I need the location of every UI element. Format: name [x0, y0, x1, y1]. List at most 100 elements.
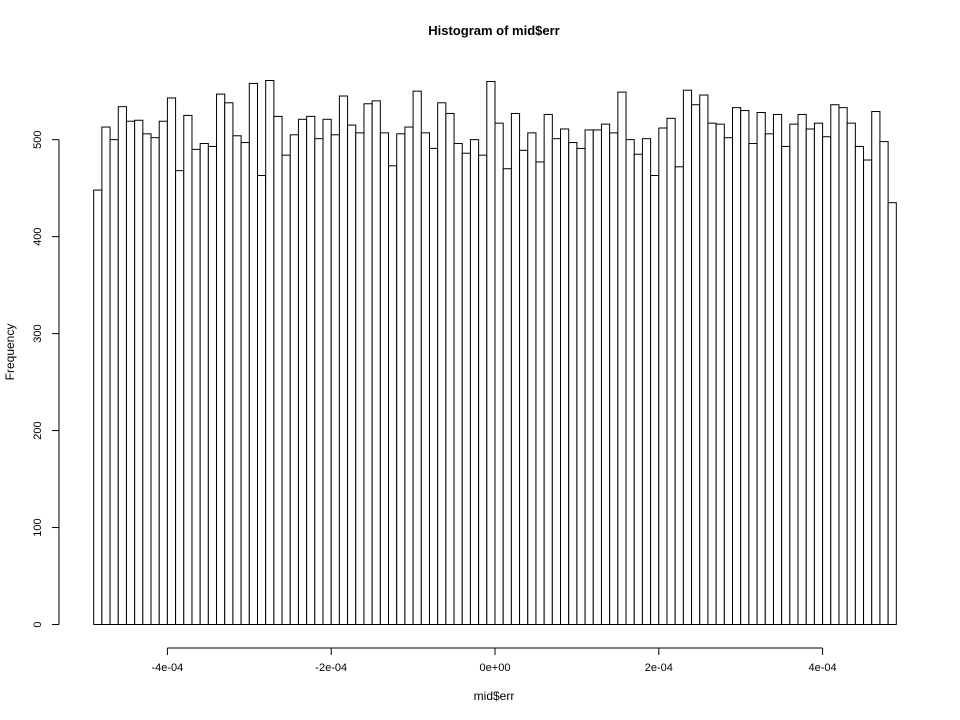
x-tick-label: 2e-04 — [645, 662, 673, 674]
histogram-bar — [388, 165, 398, 626]
histogram-bar — [666, 117, 676, 625]
histogram-bar — [142, 133, 152, 626]
histogram-bar — [838, 107, 848, 625]
histogram-bar — [707, 122, 717, 625]
histogram-bar — [216, 93, 226, 625]
histogram-bar — [297, 118, 308, 625]
histogram-bar — [330, 134, 340, 626]
histogram-bar — [650, 175, 660, 625]
histogram-bar — [863, 159, 873, 625]
histogram-bar — [674, 166, 684, 626]
histogram-bar — [437, 102, 447, 626]
histogram-bar — [658, 127, 668, 625]
histogram-bar — [338, 95, 349, 625]
histogram-bar — [281, 154, 291, 625]
histogram-bar — [592, 129, 602, 625]
x-tick-label: -4e-04 — [152, 662, 184, 674]
histogram-bar — [248, 82, 258, 626]
histogram-bar — [805, 128, 815, 625]
histogram-bar — [134, 119, 144, 625]
histogram-bar — [109, 139, 119, 625]
histogram-bar — [633, 153, 643, 625]
histogram-bar — [363, 103, 373, 625]
histogram-bar — [175, 170, 185, 625]
histogram-bar — [314, 138, 324, 625]
histogram-bar — [519, 149, 529, 625]
histogram-bar — [510, 112, 521, 625]
y-tick-label: 300 — [32, 324, 44, 342]
histogram-bar — [150, 137, 160, 626]
histogram-bar — [199, 143, 209, 625]
x-tick-label: 0e+00 — [480, 662, 511, 674]
x-axis: -4e-04 -2e-04 0e+00 2e-04 4e-04 — [152, 647, 837, 674]
histogram-bar — [117, 106, 127, 626]
histogram-bar — [740, 110, 750, 625]
x-tick-label: -2e-04 — [315, 662, 347, 674]
histogram-bar — [625, 139, 635, 625]
histogram-bar — [748, 143, 758, 625]
x-tick-label: 4e-04 — [809, 662, 837, 674]
histogram-bar — [93, 189, 103, 625]
histogram-bar — [404, 126, 414, 625]
histogram-bar — [830, 104, 840, 626]
histogram-bar — [772, 113, 783, 625]
histogram-bar — [256, 175, 267, 625]
x-axis-label: mid$err — [474, 689, 515, 703]
histogram-bar — [306, 115, 316, 625]
histogram-bar — [600, 123, 611, 625]
histogram-bar — [289, 134, 299, 626]
histogram-bar — [715, 123, 725, 625]
histogram-bar — [527, 132, 537, 626]
histogram-bar — [617, 91, 627, 625]
histogram-bar — [682, 89, 693, 625]
histogram-bar — [568, 142, 578, 625]
histogram-bar — [420, 132, 430, 626]
histogram-bar — [551, 138, 562, 625]
histogram-bar — [535, 161, 545, 625]
histogram-bar — [412, 90, 422, 626]
histogram-bar — [502, 168, 512, 626]
histogram-bar — [723, 137, 734, 626]
histogram-bar — [183, 114, 193, 625]
y-tick-label: 100 — [32, 518, 44, 536]
histogram-bar — [207, 145, 218, 625]
histogram-bar — [478, 154, 488, 625]
bars-group — [93, 80, 897, 626]
histogram-bar — [486, 80, 496, 626]
histogram-bar — [453, 143, 463, 625]
histogram-bar — [871, 111, 881, 625]
histogram-bar — [756, 112, 766, 625]
chart-title: Histogram of mid$err — [428, 23, 559, 38]
y-tick-label: 500 — [32, 130, 44, 148]
histogram-bar — [797, 113, 807, 625]
histogram-bar — [879, 141, 889, 625]
histogram-bar — [469, 139, 480, 625]
histogram-bar — [158, 120, 168, 625]
histogram-bar — [560, 128, 570, 625]
histogram-bar — [371, 100, 381, 626]
histogram-bar — [224, 102, 234, 626]
histogram-bar — [699, 94, 709, 626]
histogram-bar — [854, 145, 865, 625]
histogram-bar — [379, 132, 390, 626]
histogram-bar — [584, 129, 594, 625]
histogram-bar — [191, 148, 201, 625]
histogram-bar — [789, 123, 799, 625]
y-tick-label: 400 — [32, 227, 44, 245]
histogram-bar — [764, 133, 774, 626]
histogram-bar — [461, 152, 471, 625]
histogram-bar — [125, 120, 136, 625]
histogram-bar — [347, 124, 357, 625]
histogram-bar — [166, 97, 177, 625]
histogram-bar — [822, 136, 832, 626]
histogram-bar — [494, 122, 504, 625]
histogram-bar — [781, 145, 791, 625]
histogram-bar — [273, 115, 283, 625]
y-tick-label: 200 — [32, 421, 44, 439]
histogram-bar — [445, 112, 455, 625]
histogram-bar — [240, 142, 250, 625]
histogram-bar — [641, 138, 652, 625]
histogram-bar — [887, 202, 897, 625]
y-axis: 0 100 200 300 400 500 — [32, 130, 60, 628]
